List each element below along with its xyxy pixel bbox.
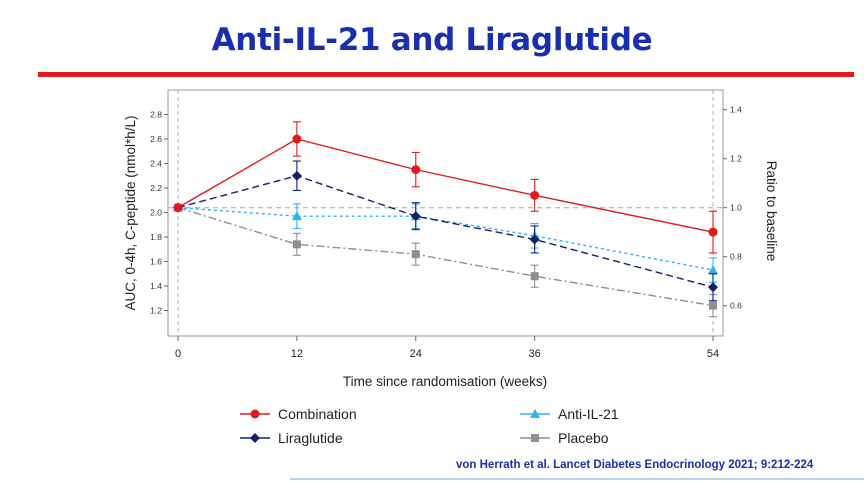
slide-title: Anti-IL-21 and Liraglutide [211,22,653,58]
x-tick-label: 36 [529,348,541,360]
y2-tick-label: 1.4 [730,105,742,115]
legend-label: Anti-IL-21 [558,406,619,422]
data-point-combination [530,190,540,200]
y2-tick-label: 0.8 [730,252,742,262]
data-point-placebo [411,250,420,259]
x-tick-label: 0 [175,348,181,360]
y-tick-label: 1.8 [150,232,162,242]
legend-marker-placebo [531,434,539,442]
data-point-liraglutide [529,234,540,245]
legend-marker-combination [250,409,260,419]
data-point-placebo [292,240,301,249]
data-point-placebo [709,301,717,310]
data-point-anti-il21 [708,265,718,275]
y-tick-label: 2.2 [150,183,162,193]
data-point-combination [708,227,718,237]
data-point-placebo [530,272,539,281]
data-point-liraglutide [410,211,421,222]
data-point-combination [411,165,421,175]
legend-label: Placebo [558,430,609,446]
data-point-liraglutide [291,170,302,181]
bottom-divider [290,478,864,480]
x-axis-label: Time since randomisation (weeks) [343,374,547,389]
y-tick-label: 2.6 [150,134,162,144]
y2-tick-label: 1.2 [730,154,742,164]
y-tick-label: 1.4 [150,281,162,291]
data-point-anti-il21 [291,211,302,221]
y2-axis-label: Ratio to baseline [764,161,779,262]
data-point-combination [173,203,183,213]
y2-tick-label: 1.0 [730,203,742,213]
series-line-anti-il21 [177,206,714,271]
legend-marker-anti-il21 [530,409,540,418]
y-tick-label: 1.2 [150,306,162,316]
citation: von Herrath et al. Lancet Diabetes Endoc… [456,459,814,471]
title-underline [38,72,854,77]
y-tick-label: 1.6 [150,257,162,267]
y-tick-label: 2.0 [150,208,162,218]
x-tick-label: 54 [707,348,719,360]
legend-label: Liraglutide [278,430,343,446]
x-tick-label: 12 [291,348,303,360]
legend-label: Combination [278,406,357,422]
legend-marker-liraglutide [250,433,260,443]
y-axis-label: AUC, 0-4h, C-peptide (nmol*h/L) [123,115,138,310]
y2-tick-label: 0.6 [730,301,742,311]
data-point-liraglutide [708,282,718,293]
series-line-liraglutide [177,175,714,288]
y-tick-label: 2.8 [150,110,162,120]
x-tick-label: 24 [410,348,422,360]
data-point-combination [292,134,302,144]
y-tick-label: 2.4 [150,159,162,169]
